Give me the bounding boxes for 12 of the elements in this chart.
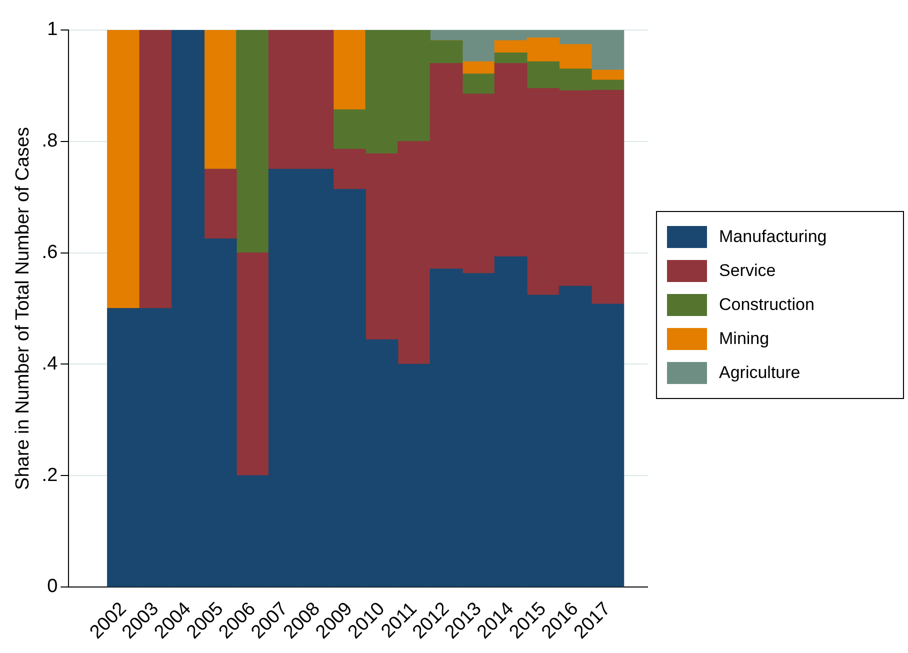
legend-label: Service xyxy=(719,261,776,281)
legend-label: Manufacturing xyxy=(719,227,827,247)
y-tick-label: 0 xyxy=(47,576,58,598)
legend-label: Construction xyxy=(719,295,814,315)
y-tick-label: .6 xyxy=(42,242,58,264)
y-tick-label: .2 xyxy=(42,464,58,486)
y-tick-label: 1 xyxy=(47,19,58,40)
y-tick-label: .8 xyxy=(42,130,58,152)
y-tick-label: .4 xyxy=(42,353,58,374)
legend-label: Mining xyxy=(719,329,770,349)
y-axis-title: Share in Number of Total Number of Cases xyxy=(12,127,34,490)
legend-label: Agriculture xyxy=(719,363,800,383)
